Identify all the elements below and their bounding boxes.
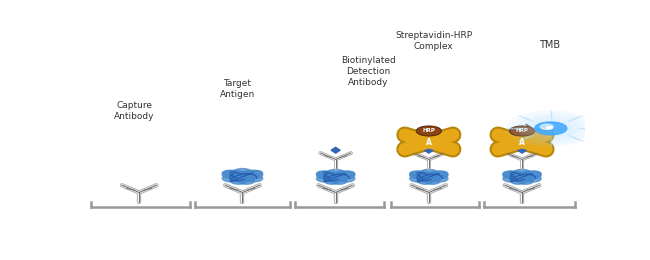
Circle shape <box>518 178 533 184</box>
Circle shape <box>231 178 246 184</box>
Circle shape <box>222 170 236 176</box>
Circle shape <box>249 170 263 176</box>
Circle shape <box>417 178 433 184</box>
Circle shape <box>503 176 519 182</box>
Polygon shape <box>517 147 526 153</box>
Circle shape <box>332 178 347 184</box>
Circle shape <box>511 178 526 184</box>
Text: Target
Antigen: Target Antigen <box>220 79 255 99</box>
Circle shape <box>229 172 256 182</box>
Circle shape <box>317 176 333 182</box>
Text: Capture
Antibody: Capture Antibody <box>114 101 155 121</box>
Circle shape <box>521 171 541 179</box>
Circle shape <box>523 118 578 139</box>
Circle shape <box>338 176 355 182</box>
Text: TMB: TMB <box>539 40 560 50</box>
Circle shape <box>327 170 344 177</box>
Circle shape <box>335 171 355 179</box>
Circle shape <box>528 171 541 176</box>
Circle shape <box>342 171 355 176</box>
Polygon shape <box>424 147 434 153</box>
Circle shape <box>233 168 252 176</box>
Circle shape <box>506 111 595 146</box>
Circle shape <box>534 122 567 135</box>
Circle shape <box>513 170 531 177</box>
Circle shape <box>503 171 515 176</box>
Circle shape <box>317 171 337 179</box>
Text: HRP: HRP <box>422 128 436 133</box>
Circle shape <box>503 171 523 179</box>
Text: HRP: HRP <box>515 128 528 133</box>
Circle shape <box>241 170 263 179</box>
Circle shape <box>416 172 441 182</box>
Circle shape <box>317 171 330 176</box>
Circle shape <box>432 176 448 182</box>
Circle shape <box>323 172 348 182</box>
Circle shape <box>529 120 573 137</box>
Text: Streptavidin-HRP
Complex: Streptavidin-HRP Complex <box>395 31 473 51</box>
Circle shape <box>245 175 263 182</box>
Circle shape <box>525 176 541 182</box>
Circle shape <box>410 171 430 179</box>
Circle shape <box>416 126 441 136</box>
Polygon shape <box>331 147 340 153</box>
Circle shape <box>546 127 552 129</box>
Circle shape <box>510 126 534 136</box>
Circle shape <box>324 178 340 184</box>
Circle shape <box>512 113 590 144</box>
Circle shape <box>510 172 535 182</box>
Circle shape <box>428 171 448 179</box>
Circle shape <box>436 171 448 176</box>
Circle shape <box>420 170 437 177</box>
Circle shape <box>410 171 422 176</box>
Text: A: A <box>426 138 432 147</box>
Circle shape <box>540 124 553 129</box>
Circle shape <box>425 178 440 184</box>
Circle shape <box>222 175 240 182</box>
Text: A: A <box>519 138 525 147</box>
Circle shape <box>222 170 244 179</box>
Circle shape <box>239 178 254 184</box>
Circle shape <box>517 115 584 141</box>
Text: Biotinylated
Detection
Antibody: Biotinylated Detection Antibody <box>341 56 396 87</box>
Circle shape <box>410 176 426 182</box>
